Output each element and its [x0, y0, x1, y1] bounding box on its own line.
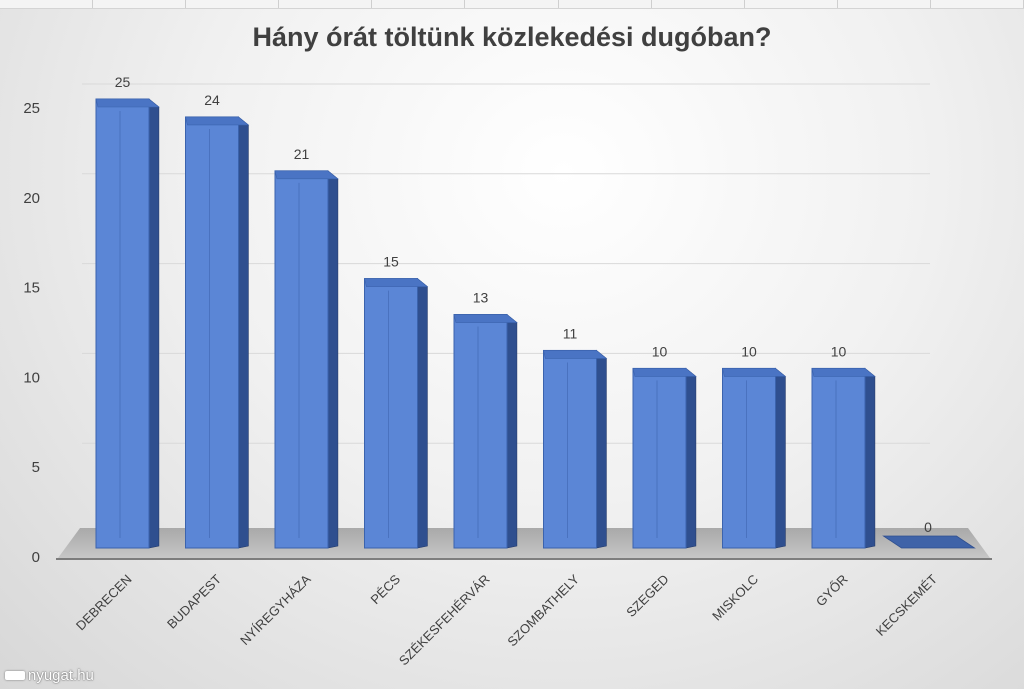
- x-tick-label: SZÉKESFEHÉRVÁR: [396, 572, 493, 669]
- data-label: 0: [924, 519, 932, 535]
- bar-side: [775, 367, 786, 549]
- bar-top: [811, 368, 876, 377]
- chart-title: Hány órát töltünk közlekedési dugóban?: [252, 22, 772, 52]
- bar-top: [722, 368, 787, 377]
- bar-pécs: [364, 278, 418, 549]
- data-label: 24: [204, 92, 220, 108]
- x-tick-label: SZOMBATHELY: [504, 571, 582, 649]
- x-tick-label: NYÍREGYHÁZA: [237, 571, 314, 648]
- data-label: 21: [294, 146, 310, 162]
- bar-top: [632, 368, 697, 377]
- watermark-text: nyugat.hu: [28, 666, 94, 684]
- data-label: 25: [115, 74, 131, 90]
- bar-top: [364, 278, 429, 287]
- bar-győr: [811, 367, 866, 549]
- data-label: 11: [563, 325, 578, 341]
- y-tick-label: 15: [23, 280, 40, 297]
- x-tick-label: PÉCS: [367, 571, 403, 607]
- data-label: 10: [741, 343, 757, 359]
- bar-side: [327, 170, 339, 549]
- bar-side: [596, 349, 607, 549]
- x-tick-label: BUDAPEST: [164, 571, 224, 631]
- y-tick-label: 10: [23, 369, 40, 386]
- bar-nyíregyháza: [274, 170, 329, 549]
- bar-top: [185, 116, 250, 126]
- y-tick-label: 25: [23, 100, 40, 117]
- bar-top: [543, 350, 608, 359]
- x-tick-label: MISKOLC: [709, 572, 761, 624]
- data-label: 10: [831, 343, 847, 359]
- bar-side: [417, 277, 428, 549]
- bar-side: [685, 367, 697, 549]
- nyugat-logo-icon: [5, 670, 25, 680]
- bar-székesfehérvár: [453, 314, 508, 549]
- bar-kecskemét: [882, 535, 976, 549]
- bar-top: [274, 170, 339, 180]
- bar-top: [95, 98, 160, 108]
- y-tick-label: 0: [32, 549, 40, 566]
- bar-szeged: [632, 367, 687, 549]
- x-tick-label: GYŐR: [813, 572, 851, 610]
- watermark: nyugat.hu: [5, 665, 94, 685]
- bar-szombathely: [543, 349, 597, 549]
- bar-debrecen: [95, 98, 150, 549]
- x-tick-label: DEBRECEN: [73, 572, 135, 634]
- data-label: 15: [383, 254, 399, 270]
- y-tick-label: 5: [32, 459, 40, 476]
- x-tick-label: KECSKEMÉT: [873, 571, 940, 638]
- data-label: 10: [652, 343, 668, 359]
- y-tick-label: 20: [23, 190, 40, 207]
- bar-side: [148, 98, 160, 549]
- bar-budapest: [185, 116, 239, 549]
- bar-top: [453, 314, 518, 323]
- bar-miskolc: [722, 367, 776, 549]
- data-label: 13: [473, 290, 489, 306]
- bar-side: [238, 116, 249, 549]
- x-tick-label: SZEGED: [623, 572, 671, 620]
- bar-side: [506, 313, 518, 549]
- bar-side: [864, 367, 876, 549]
